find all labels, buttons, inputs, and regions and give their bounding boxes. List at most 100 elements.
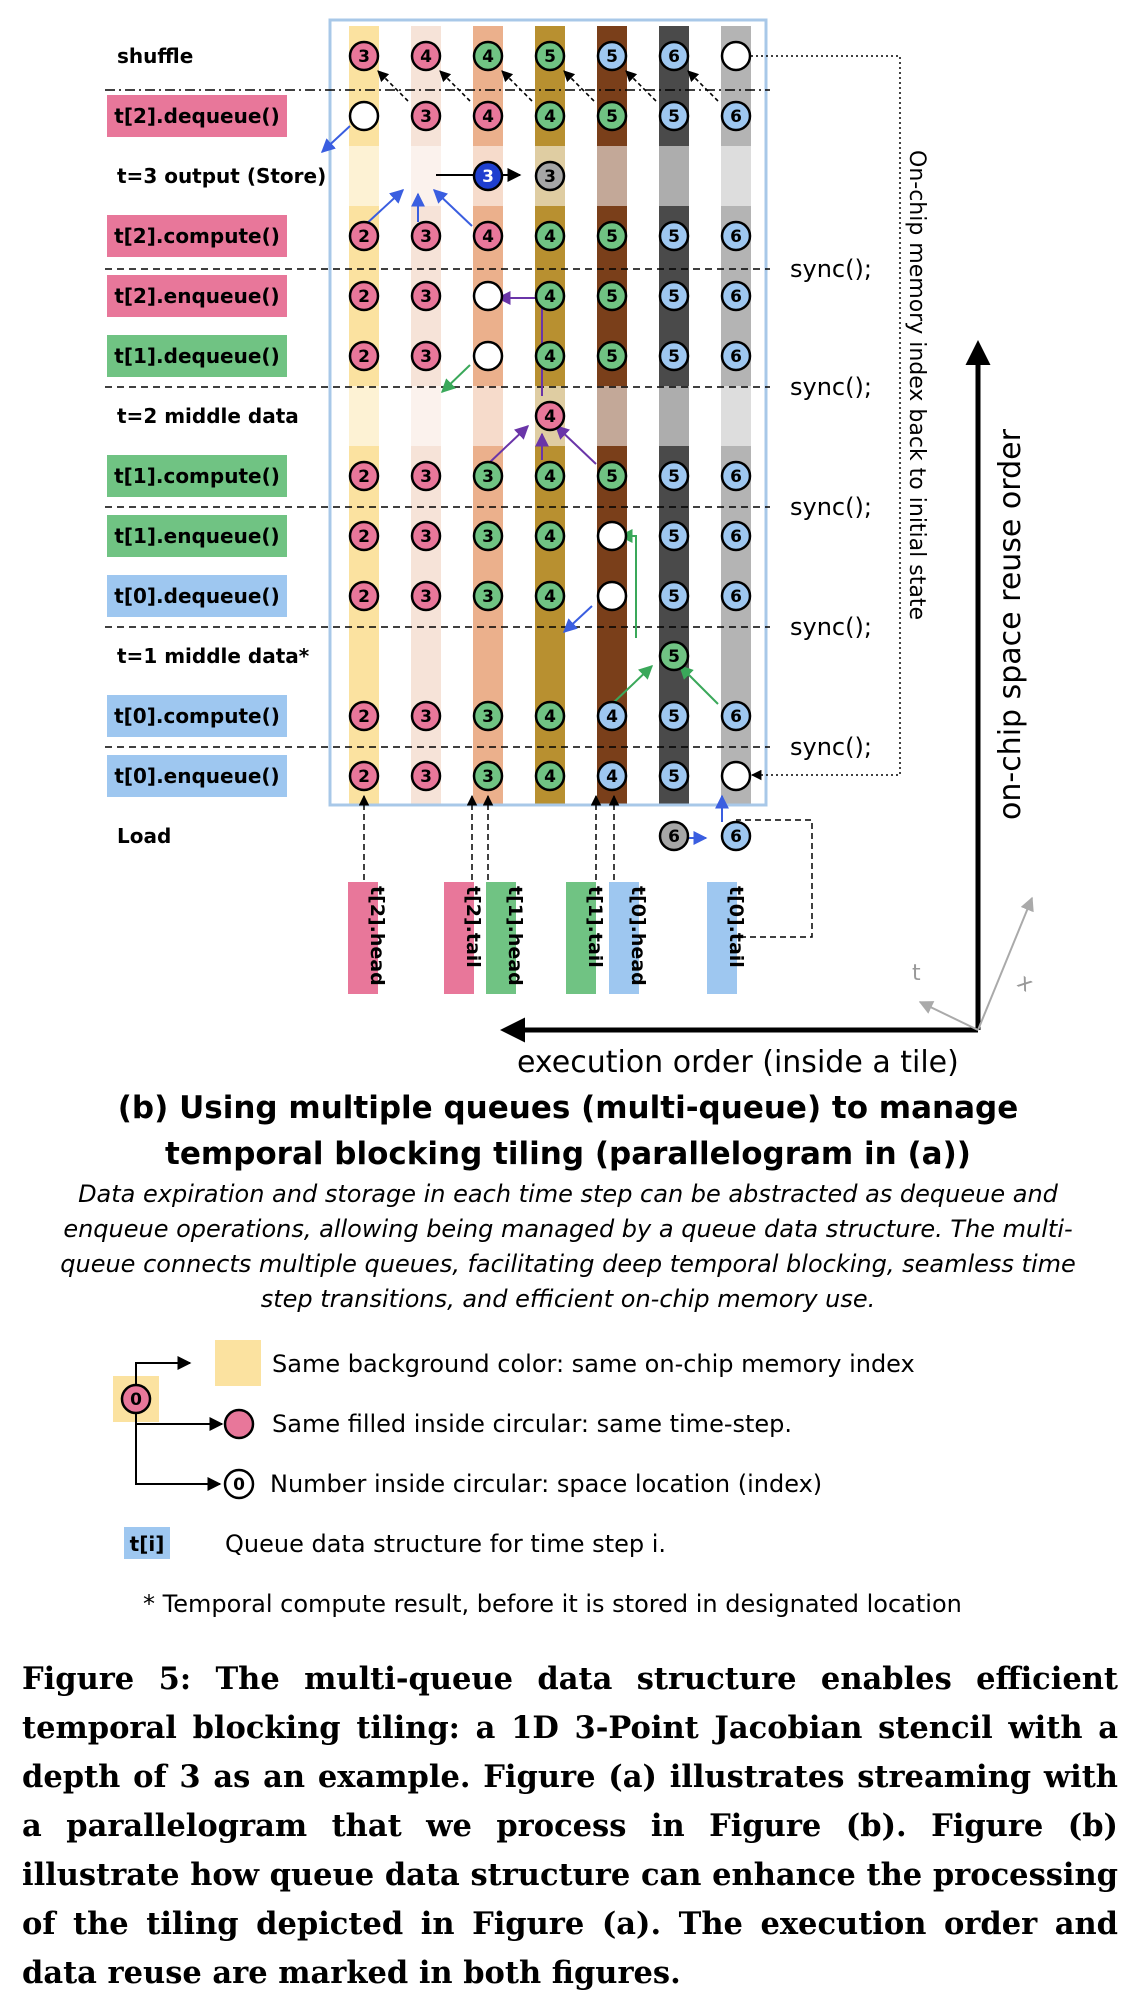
data-element-index: 6 — [730, 347, 742, 367]
phase-label: t=2 middle data — [117, 404, 299, 428]
data-element — [410, 40, 442, 72]
memory-column-segment — [349, 386, 379, 446]
shuffle-arrow — [501, 70, 533, 102]
data-element-index: 3 — [482, 167, 494, 187]
memory-column-segment — [597, 146, 627, 206]
data-element-index: 4 — [482, 227, 494, 247]
data-element-index: 4 — [544, 707, 556, 727]
sync-labels: sync(); sync(); sync(); sync(); sync(); — [790, 255, 872, 761]
multi-queue-diagram: shuffle t[2].dequeue() t=3 output (Store) t… — [105, 18, 1038, 1618]
operation-tag — [107, 275, 287, 317]
empty-slot — [596, 580, 628, 612]
data-element — [720, 700, 752, 732]
horizontal-axis-label: execution order (inside a tile) — [517, 1045, 959, 1080]
pointer-label: t[1].tail — [584, 886, 606, 968]
data-element-index: 3 — [482, 467, 494, 487]
data-element — [472, 40, 504, 72]
pointer-label: t[0].head — [627, 886, 649, 986]
memory-column-segment — [597, 386, 627, 446]
data-element-index: 5 — [668, 767, 680, 787]
t-axis-label: t — [912, 961, 921, 986]
data-elements: 3 4 4 5 5 6 3 4 4 5 5 6 3 3 2 3 4 4 5 5 6 2 3 4 5 5 6 2 3 4 5 5 6 4 2 3 3 4 5 5… — [348, 40, 752, 852]
data-element — [348, 700, 380, 732]
queue-desc-text: Queue data structure for time step i. — [225, 1530, 666, 1558]
number-circle-sample-text: 0 — [233, 1475, 245, 1495]
data-element-index: 3 — [420, 287, 432, 307]
data-element-index: 4 — [544, 227, 556, 247]
operation-tag — [107, 455, 287, 497]
data-element-index: 4 — [544, 767, 556, 787]
dequeue-arrow — [440, 364, 471, 393]
legend-sample-number: 0 — [130, 1390, 142, 1410]
empty-slot — [720, 760, 752, 792]
data-element — [534, 160, 566, 192]
memory-column-segment — [721, 626, 751, 686]
data-element-index: 4 — [544, 527, 556, 547]
compute-arrow — [554, 425, 597, 465]
data-element — [720, 580, 752, 612]
memory-reset-loop — [736, 55, 901, 781]
sync-label: sync(); — [790, 373, 872, 401]
data-element-index: 6 — [730, 707, 742, 727]
data-element — [410, 460, 442, 492]
data-element-index: 5 — [544, 47, 556, 67]
compute-arrow — [611, 665, 654, 705]
data-element — [348, 340, 380, 372]
shuffle-arrow — [625, 70, 657, 102]
data-element — [534, 460, 566, 492]
data-element-index: 5 — [606, 47, 618, 67]
data-element — [658, 220, 690, 252]
memory-column-segment — [349, 626, 379, 686]
data-element — [534, 220, 566, 252]
data-element — [658, 520, 690, 552]
data-element-index: 3 — [482, 527, 494, 547]
data-element-index: 6 — [668, 827, 680, 847]
operation-label: t[2].dequeue() — [114, 104, 279, 128]
pointer-tag — [348, 882, 378, 994]
data-element — [596, 460, 628, 492]
data-element-index: 5 — [668, 287, 680, 307]
data-element — [534, 520, 566, 552]
data-element — [596, 280, 628, 312]
legend-connector — [135, 1413, 222, 1491]
subfigure-description: Data expiration and storage in each time… — [60, 1180, 1076, 1313]
data-element-index: 2 — [358, 287, 370, 307]
operation-label: t[0].compute() — [114, 704, 280, 728]
memory-column-segment — [411, 386, 441, 446]
data-element-index: 5 — [668, 347, 680, 367]
data-element-index: 4 — [420, 47, 432, 67]
phase-label: shuffle — [117, 44, 193, 68]
data-element-index: 6 — [730, 467, 742, 487]
memory-column-segment — [597, 626, 627, 686]
data-element-index: 2 — [358, 587, 370, 607]
data-element — [596, 340, 628, 372]
t-axis — [918, 1001, 979, 1031]
data-element-index: 6 — [730, 107, 742, 127]
empty-slot — [596, 520, 628, 552]
data-element — [348, 460, 380, 492]
pointer-line — [736, 819, 813, 938]
operation-label: t[1].compute() — [114, 464, 280, 488]
data-element-index: 4 — [544, 407, 556, 427]
compute-arrow — [432, 189, 473, 227]
data-flow-arrows — [320, 70, 729, 845]
dequeue-arrow — [320, 125, 351, 153]
operation-label: t[1].dequeue() — [114, 344, 279, 368]
data-element-index: 5 — [606, 227, 618, 247]
pointer-tag — [566, 882, 596, 994]
data-element-index: 5 — [668, 587, 680, 607]
memory-column-segment — [473, 626, 503, 686]
x-axis-label: x — [1013, 969, 1038, 997]
memory-column-segment — [659, 386, 689, 446]
data-element-index: 2 — [358, 707, 370, 727]
data-element — [658, 580, 690, 612]
compute-arrow — [487, 425, 530, 465]
empty-slot — [472, 340, 504, 372]
queue-pointer-tags: t[2].head t[2].tail t[1].head t[1].tail … — [348, 882, 747, 994]
phase-label: Load — [117, 824, 171, 848]
shuffle-arrow — [377, 70, 409, 102]
x-axis — [977, 896, 1034, 1031]
data-element-index: 2 — [358, 527, 370, 547]
data-element-index: 4 — [482, 47, 494, 67]
data-element-index: 3 — [482, 587, 494, 607]
